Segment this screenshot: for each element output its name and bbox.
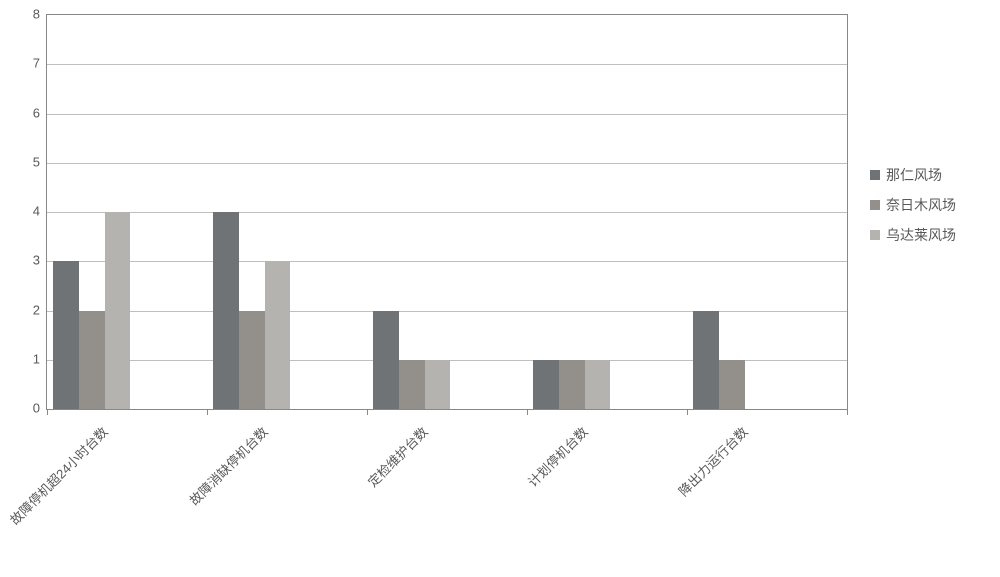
bar [533, 360, 559, 409]
bar [425, 360, 451, 409]
bar [559, 360, 585, 409]
y-tick-label: 8 [0, 7, 40, 22]
x-tick [207, 409, 208, 415]
y-tick-label: 3 [0, 253, 40, 268]
gridline [47, 163, 847, 164]
gridline [47, 311, 847, 312]
y-tick-label: 0 [0, 401, 40, 416]
y-tick-label: 5 [0, 154, 40, 169]
x-axis-label: 定检维护台数 [277, 422, 432, 577]
gridline [47, 261, 847, 262]
legend-label: 奈日木风场 [886, 195, 956, 215]
y-tick-label: 6 [0, 105, 40, 120]
x-tick [847, 409, 848, 415]
x-tick [687, 409, 688, 415]
y-tick-label: 1 [0, 351, 40, 366]
y-tick-label: 4 [0, 204, 40, 219]
legend: 那仁风场奈日木风场乌达莱风场 [870, 165, 956, 255]
bar [719, 360, 745, 409]
x-tick [367, 409, 368, 415]
legend-item: 那仁风场 [870, 165, 956, 185]
bar [265, 261, 291, 409]
bar [53, 261, 79, 409]
y-tick-label: 7 [0, 56, 40, 71]
legend-item: 乌达莱风场 [870, 225, 956, 245]
legend-label: 那仁风场 [886, 165, 942, 185]
x-axis-label: 计划停机台数 [437, 422, 592, 577]
gridline [47, 64, 847, 65]
bar [693, 311, 719, 410]
legend-swatch [870, 170, 880, 180]
bar-chart: 故障停机超24小时台数故障消缺停机台数定检维护台数计划停机台数降出力运行台数 那… [0, 0, 1000, 547]
x-tick [527, 409, 528, 415]
bar [399, 360, 425, 409]
x-axis-label: 故障消缺停机台数 [117, 422, 272, 577]
bar [373, 311, 399, 410]
legend-item: 奈日木风场 [870, 195, 956, 215]
x-axis-labels: 故障停机超24小时台数故障消缺停机台数定检维护台数计划停机台数降出力运行台数 [46, 416, 848, 536]
gridline [47, 212, 847, 213]
legend-label: 乌达莱风场 [886, 225, 956, 245]
bar [79, 311, 105, 410]
bar [105, 212, 131, 409]
gridline [47, 114, 847, 115]
bar [239, 311, 265, 410]
legend-swatch [870, 200, 880, 210]
bar [213, 212, 239, 409]
x-tick [47, 409, 48, 415]
plot-area [46, 14, 848, 410]
x-axis-label: 降出力运行台数 [597, 422, 752, 577]
y-tick-label: 2 [0, 302, 40, 317]
bar [585, 360, 611, 409]
x-axis-label: 故障停机超24小时台数 [0, 422, 112, 577]
legend-swatch [870, 230, 880, 240]
